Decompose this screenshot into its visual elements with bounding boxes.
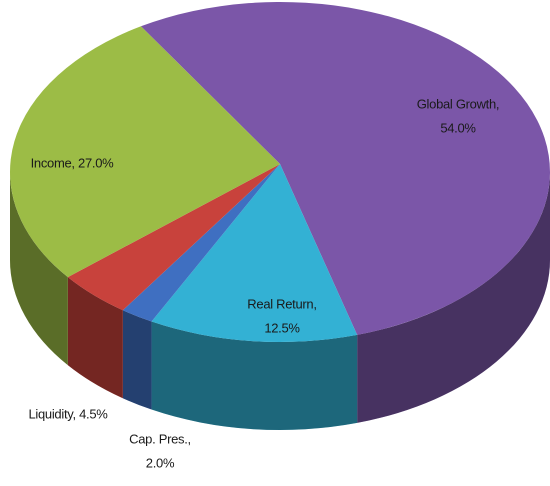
- slice: [151, 164, 358, 342]
- slice-side: [10, 172, 68, 366]
- slice-side: [151, 321, 358, 430]
- slice-side-shade: [10, 172, 68, 366]
- data-label: Income, 27.0%: [31, 155, 115, 170]
- data-label: Cap. Pres.,: [129, 431, 191, 446]
- slice-side-shade: [357, 172, 550, 423]
- data-label: Global Growth,: [417, 96, 500, 111]
- data-label: 2.0%: [146, 455, 175, 470]
- slice-side-shade: [122, 310, 152, 410]
- slice: [122, 164, 280, 322]
- data-label: 54.0%: [440, 120, 476, 135]
- slice-side: [357, 172, 550, 423]
- slice-side: [122, 310, 152, 410]
- data-label: Liquidity, 4.5%: [28, 406, 108, 421]
- slice: [9, 26, 280, 278]
- slice: [140, 2, 550, 335]
- data-label: Real Return,: [247, 296, 316, 311]
- slice: [67, 164, 281, 311]
- data-label: 12.5%: [264, 320, 300, 335]
- slice-side-shade: [151, 321, 358, 430]
- slice-side-shade: [67, 277, 123, 399]
- slice-side: [67, 277, 123, 399]
